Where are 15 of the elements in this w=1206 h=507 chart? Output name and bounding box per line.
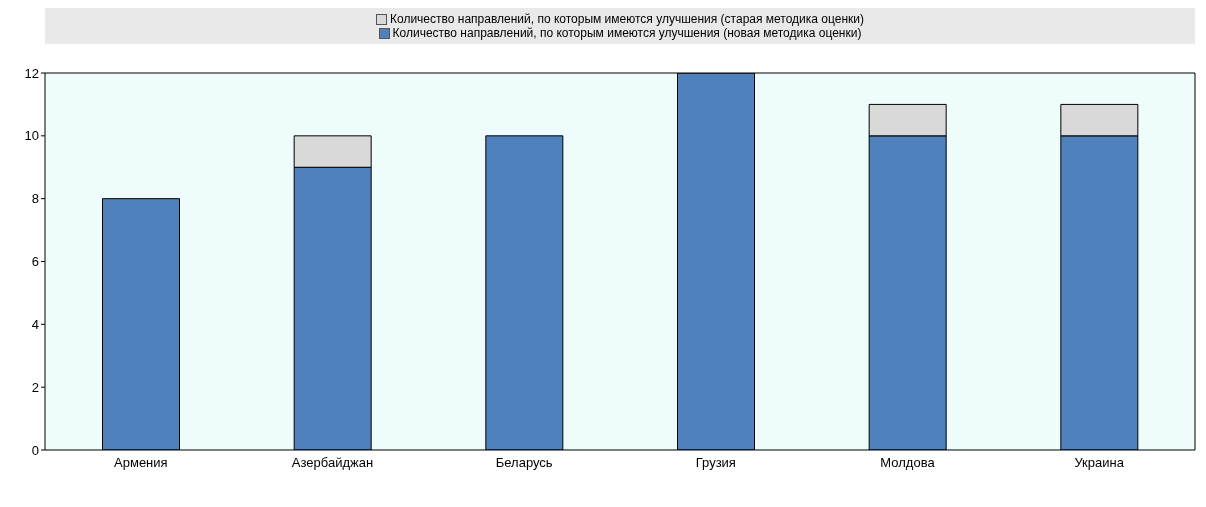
y-tick-label: 2 bbox=[31, 379, 39, 395]
legend-label: Количество направлений, по которым имеются улучшения (новая методика оценки) bbox=[392, 26, 862, 40]
x-tick-label: Молдова bbox=[880, 455, 936, 471]
y-tick-label: 0 bbox=[31, 442, 39, 458]
x-tick-label: Азербайджан bbox=[291, 455, 374, 471]
x-tick-label: Украина bbox=[1074, 455, 1125, 471]
y-tick-label: 10 bbox=[24, 128, 39, 144]
legend-label: Количество направлений, по которым имеются улучшения (старая методика оценки) bbox=[389, 12, 865, 26]
y-tick-label: 8 bbox=[31, 191, 39, 207]
x-tick-label: Беларусь bbox=[495, 455, 553, 471]
x-tick-label: Грузия bbox=[695, 455, 736, 471]
y-tick-label: 4 bbox=[31, 316, 39, 332]
y-tick-label: 12 bbox=[24, 65, 39, 81]
y-tick-label: 6 bbox=[31, 254, 39, 270]
x-tick-label: Армения bbox=[114, 455, 168, 471]
